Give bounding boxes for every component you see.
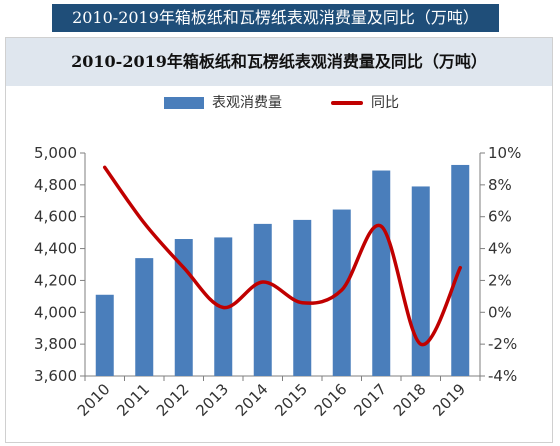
bar-2017 bbox=[372, 170, 391, 376]
x-tick-label: 2015 bbox=[271, 380, 311, 420]
bar-2018 bbox=[411, 186, 430, 376]
line-yoy bbox=[103, 165, 462, 346]
bar-2016 bbox=[332, 209, 351, 376]
y-right-tick-label: 8% bbox=[488, 176, 512, 194]
legend-label-yoy: 同比 bbox=[371, 95, 399, 111]
bar-2011 bbox=[135, 258, 154, 376]
legend-swatch-line bbox=[331, 101, 363, 105]
x-tick-label: 2016 bbox=[311, 380, 351, 420]
y-right-tick-label: 4% bbox=[488, 240, 512, 258]
y-left-tick-label: 4,200 bbox=[34, 271, 77, 289]
y-left-tick-label: 3,800 bbox=[34, 335, 77, 353]
legend-label-consumption: 表观消费量 bbox=[212, 95, 282, 111]
chart-plot: 3,600 3,800 4,000 4,200 4,400 4,600 4,800 5,000… bbox=[34, 144, 521, 420]
x-tick-label: 2018 bbox=[390, 380, 430, 420]
bar-2014 bbox=[253, 223, 272, 376]
legend-swatch-bar bbox=[164, 97, 204, 109]
y-right-tick-label: 2% bbox=[488, 271, 512, 289]
y-right-tick-label: 0% bbox=[488, 303, 512, 321]
y-left-tick-label: 4,600 bbox=[34, 208, 77, 226]
y-left-tick-label: 5,000 bbox=[34, 144, 77, 162]
y-right-tick-label: -4% bbox=[488, 367, 517, 385]
y-right-tick-label: 6% bbox=[488, 208, 512, 226]
x-tick-label: 2019 bbox=[429, 380, 469, 420]
chart-legend: 表观消费量 同比 bbox=[6, 88, 552, 118]
y-left-tick-label: 4,000 bbox=[34, 303, 77, 321]
image-caption: 2010-2019年箱板纸和瓦楞纸表观消费量及同比（万吨） bbox=[52, 4, 499, 32]
x-tick-label: 2013 bbox=[192, 380, 232, 420]
x-tick-label: 2012 bbox=[153, 380, 193, 420]
bar-2015 bbox=[293, 219, 312, 376]
y-left-tick-label: 4,800 bbox=[34, 176, 77, 194]
y-right-tick-label: 10% bbox=[488, 144, 521, 162]
y-right-tick-label: -2% bbox=[488, 335, 517, 353]
x-tick-label: 2014 bbox=[232, 380, 272, 420]
x-tick-label: 2010 bbox=[74, 380, 114, 420]
chart-frame: 2010-2019年箱板纸和瓦楞纸表观消费量及同比（万吨） 表观消费量 同比 3… bbox=[5, 37, 553, 443]
y-left-tick-label: 4,400 bbox=[34, 240, 77, 258]
chart-title: 2010-2019年箱板纸和瓦楞纸表观消费量及同比（万吨） bbox=[6, 38, 552, 86]
y-left-tick-label: 3,600 bbox=[34, 367, 77, 385]
x-tick-label: 2011 bbox=[113, 380, 153, 420]
x-tick-label: 2017 bbox=[350, 380, 390, 420]
bar-2010 bbox=[95, 294, 114, 376]
